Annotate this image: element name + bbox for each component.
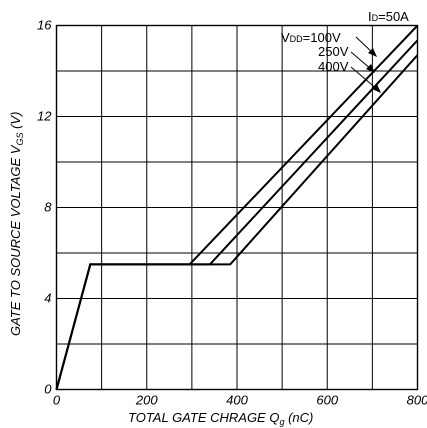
x-axis-label: TOTAL GATE CHRAGE Qg (nC) [128,410,313,427]
series-400v-label: 400V [318,59,349,74]
id-suffix: =50A [378,9,409,24]
x-axis-label-sub: g [279,417,284,427]
y-tick-labels: 0 4 8 12 16 [37,18,52,397]
y-tick-label: 16 [37,18,52,33]
arrowhead-250v [366,64,375,73]
y-tick-label: 0 [44,382,52,397]
series-250v-label: 250V [318,44,349,59]
y-axis-label-main: GATE TO SOURCE VOLTAGE V [8,144,23,336]
plot-frame [55,24,419,391]
arrowhead-100v [368,48,377,57]
vdd-label-100v: VDD=100V [281,30,341,45]
y-axis-label-sub: GS [15,133,25,146]
x-tick-labels: 0 200 400 600 800 [53,393,427,408]
x-tick-label: 800 [407,393,427,408]
x-axis-label-unit: (nC) [284,410,313,425]
y-tick-label: 12 [37,109,52,124]
y-tick-label: 4 [44,291,51,306]
series-100v-name: 100V [310,30,341,45]
series-line-400v [55,54,419,390]
x-axis-label-main: TOTAL GATE CHRAGE Q [128,410,279,425]
leader-400v [350,66,379,91]
label-arrowheads [366,48,381,93]
grid-lines [56,25,418,390]
vdd-sub: DD [290,34,303,44]
id-prefix: I [368,9,372,24]
x-tick-label: 600 [316,393,338,408]
x-tick-label: 400 [226,393,248,408]
id-sub: D [372,13,379,23]
y-axis-label-unit: (V) [8,112,23,133]
vdd-prefix: V [281,30,290,45]
x-tick-label: 200 [135,393,158,408]
y-tick-label: 8 [44,200,52,215]
vdd-eq: = [303,30,311,45]
arrowhead-400v [372,84,381,93]
curves [55,24,419,390]
x-tick-label: 0 [53,393,61,408]
y-axis-label: GATE TO SOURCE VOLTAGE VGS (V) [8,112,25,336]
id-condition-label: ID=50A [368,9,409,24]
